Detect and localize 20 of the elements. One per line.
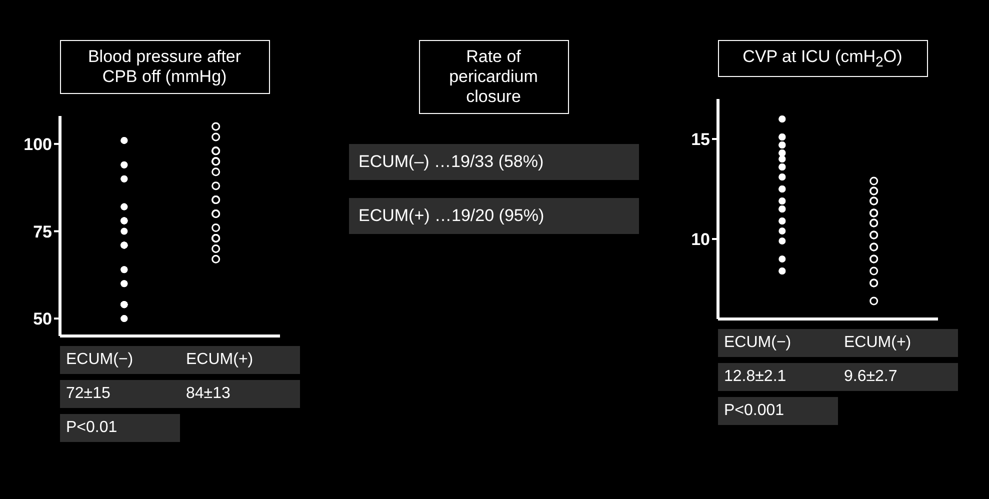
text: ECUM(−) <box>60 346 180 374</box>
chart-title: Blood pressure after CPB off (mmHg) <box>60 40 270 94</box>
text: ECUM(+) <box>180 346 300 374</box>
y-tick-label: 15 <box>691 130 710 150</box>
text: Rate of pericardium closure <box>418 40 568 114</box>
text: P<0.01 <box>60 414 180 442</box>
text: 84±13 <box>180 380 300 408</box>
text: 72±15 <box>60 380 180 408</box>
y-tick-label: 10 <box>691 230 710 250</box>
y-tick-label: 100 <box>24 134 52 154</box>
text: ECUM(+) …19/20 (95%) <box>348 198 638 234</box>
text: P<0.001 <box>718 397 838 426</box>
text: 12.8±2.1 <box>718 363 838 392</box>
text: ECUM(+) <box>838 329 958 358</box>
y-tick-label: 75 <box>33 222 52 242</box>
chart-title: CVP at ICU (cmH$_{2}$O) <box>718 40 928 78</box>
text: ECUM(−) <box>718 329 838 358</box>
text: ECUM(–) …19/33 (58%) <box>348 144 638 180</box>
text: 9.6±2.7 <box>838 363 958 392</box>
y-tick-label: 50 <box>33 310 52 329</box>
